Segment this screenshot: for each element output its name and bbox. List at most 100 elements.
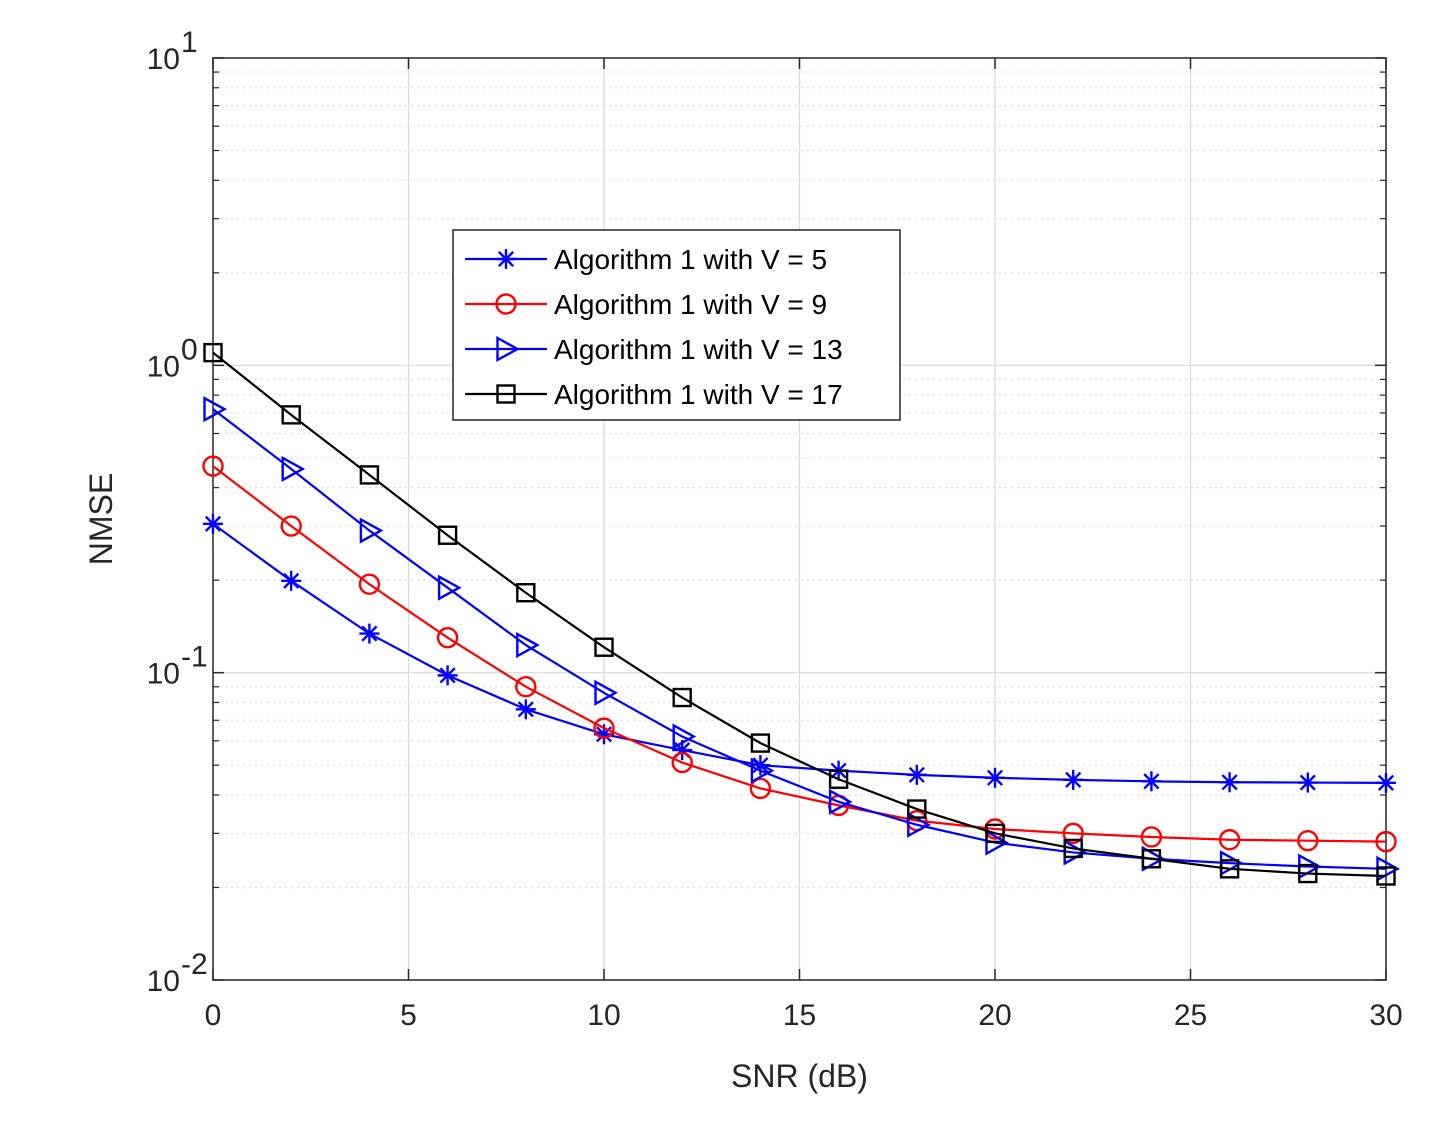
x-tick-label: 0 [205,999,222,1032]
data-point [437,574,462,601]
data-point [1219,859,1240,879]
y-tick-label-base: 10 [147,658,180,691]
x-axis-label: SNR (dB) [731,1058,868,1094]
data-point [1376,866,1396,886]
legend-entry: Algorithm 1 with V = 5 [465,244,827,275]
data-point [359,623,380,644]
legend-label: Algorithm 1 with V = 13 [554,334,843,365]
square-shape [672,687,692,708]
square-shape [437,525,458,545]
y-tick-label: 10-2 [147,948,208,998]
data-point [1141,771,1162,792]
data-point [749,777,772,800]
data-point [1297,772,1318,793]
data-point [594,637,614,657]
square-shape [1141,849,1162,869]
y-tick-label: 10-1 [147,641,208,691]
circle-shape [1062,822,1084,845]
y-tick-label-base: 10 [147,350,180,383]
circle-shape [358,573,381,595]
data-point [985,823,1005,844]
data-point [1140,826,1163,848]
triangle-shape [672,723,697,750]
square-shape [985,823,1005,844]
data-point [281,455,306,483]
y-tick-label: 100 [147,333,198,383]
asterisk-stroke [361,625,378,642]
triangle-shape [828,788,853,815]
series-line [212,408,1387,870]
circle-shape [593,717,615,739]
circle-shape [671,751,693,774]
circle-shape [1140,826,1163,848]
series-4 [203,342,1396,886]
data-point [1376,772,1396,793]
data-point [203,396,227,423]
data-point [1298,863,1318,884]
legend-label: Algorithm 1 with V = 9 [554,289,827,320]
square-shape [359,465,380,485]
data-point [359,517,384,544]
data-point [1063,769,1084,790]
y-tick-label-base: 10 [147,965,180,998]
legend-marker [496,335,520,363]
data-point [1218,829,1241,851]
asterisk-stroke [1221,774,1238,791]
asterisk-stroke [204,515,222,532]
circle-shape [280,515,302,537]
y-axis-label: NMSE [83,473,119,565]
asterisk-stroke [986,769,1004,786]
square-shape [1298,863,1318,884]
series-line [212,465,1387,843]
data-point [593,717,615,739]
data-point [594,679,618,706]
square-shape [907,799,927,819]
data-point [515,699,536,720]
data-point [515,676,537,698]
asterisk-stroke [1143,773,1160,790]
data-point [436,626,459,649]
circle-shape [1218,829,1241,851]
legend-marker [495,293,517,315]
asterisk-stroke [439,667,456,684]
triangle-shape [359,517,384,544]
data-point [203,513,223,534]
legend-label: Algorithm 1 with V = 5 [554,244,827,275]
legend-marker [496,384,516,404]
y-tick-label-exponent: 1 [181,26,198,59]
square-shape [203,342,223,363]
circle-shape [436,626,459,649]
legend-entry: Algorithm 1 with V = 9 [465,289,827,320]
asterisk-stroke [908,766,925,783]
square-shape [594,637,614,657]
triangle-shape [594,679,618,706]
square-shape [1376,866,1396,886]
x-tick-label: 30 [1369,999,1402,1032]
asterisk-stroke [497,250,515,268]
data-point [358,573,381,595]
asterisk-stroke [1299,774,1316,791]
x-tick-label: 25 [1174,999,1207,1032]
asterisk-stroke [283,572,300,589]
legend-label: Algorithm 1 with V = 17 [554,379,843,410]
legend: Algorithm 1 with V = 5 Algorithm 1 with V… [452,229,901,421]
triangle-shape [907,811,931,838]
x-tick-label: 5 [400,999,417,1032]
data-point [907,811,931,838]
asterisk-stroke [1065,771,1082,788]
data-point [750,757,775,784]
y-tick-label-exponent: -2 [181,948,208,981]
asterisk-stroke [517,701,534,718]
data-point [750,733,771,753]
data-point [202,455,224,477]
data-point [1141,849,1162,869]
triangle-shape [203,396,227,423]
circle-shape [515,676,537,698]
legend-marker [496,249,516,269]
square-shape [496,384,516,404]
square-shape [750,733,771,753]
data-point [359,465,380,485]
data-point [1063,838,1083,859]
